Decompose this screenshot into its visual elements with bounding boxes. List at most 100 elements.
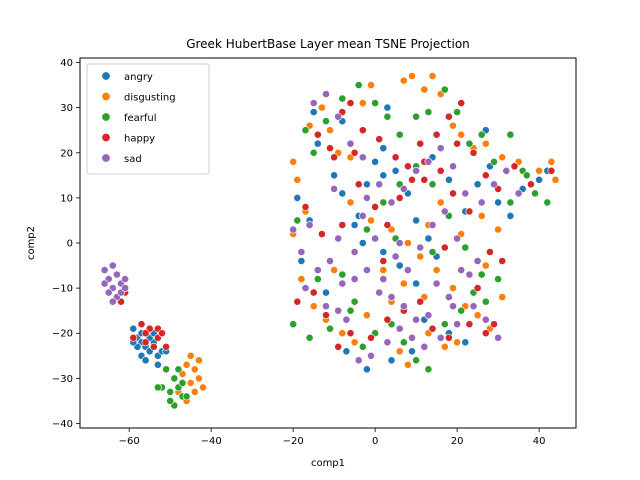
data-point-sad-55	[395, 324, 404, 333]
x-tick-label: −60	[119, 436, 140, 447]
data-point-happy-32	[371, 202, 379, 211]
y-axis-label: comp2	[26, 226, 37, 260]
y-tick-label: 40	[60, 58, 73, 69]
data-point-sad-54	[383, 338, 392, 347]
data-point-fearful-30	[543, 198, 552, 207]
data-point-disgusting-39	[362, 311, 371, 320]
data-point-disgusting-8	[194, 356, 203, 365]
data-point-angry-41	[412, 279, 420, 288]
data-point-angry-32	[473, 180, 482, 189]
data-point-sad-16	[346, 139, 355, 148]
legend-label-angry: angry	[124, 72, 153, 83]
data-point-fearful-18	[383, 112, 392, 121]
data-point-happy-51	[428, 324, 437, 333]
data-point-disgusting-12	[293, 175, 302, 184]
data-point-disgusting-68	[379, 266, 388, 274]
data-point-sad-69	[416, 243, 425, 252]
data-point-happy-17	[375, 135, 384, 144]
data-point-angry-40	[395, 261, 404, 270]
data-point-happy-34	[395, 193, 404, 202]
data-point-happy-43	[309, 288, 318, 297]
data-point-happy-64	[420, 175, 429, 184]
data-point-disgusting-45	[449, 284, 457, 292]
data-point-disgusting-44	[432, 266, 441, 274]
data-point-sad-29	[502, 166, 511, 175]
data-point-sad-51	[342, 315, 351, 324]
data-point-fearful-6	[182, 392, 191, 401]
data-point-disgusting-10	[186, 351, 195, 360]
data-point-fearful-45	[494, 275, 502, 283]
data-point-disgusting-69	[481, 261, 490, 270]
data-point-happy-20	[416, 139, 425, 148]
data-point-disgusting-49	[498, 293, 507, 301]
data-point-happy-18	[391, 153, 400, 162]
data-point-fearful-23	[453, 108, 461, 116]
data-point-angry-38	[358, 239, 367, 247]
data-point-fearful-22	[440, 85, 449, 94]
data-point-fearful-29	[531, 189, 539, 198]
data-point-disgusting-18	[358, 99, 367, 107]
data-point-fearful-59	[313, 275, 322, 283]
data-point-angry-51	[322, 288, 330, 297]
data-point-happy-25	[481, 171, 490, 180]
data-point-happy-21	[432, 130, 441, 139]
data-point-sad-67	[391, 252, 400, 261]
data-point-happy-23	[457, 99, 466, 107]
data-point-disgusting-28	[481, 139, 490, 148]
data-point-happy-62	[350, 148, 359, 157]
data-point-fearful-49	[379, 198, 388, 207]
data-point-sad-13	[309, 99, 318, 107]
data-point-disgusting-25	[449, 121, 457, 130]
x-axis-label: comp1	[311, 458, 345, 469]
data-point-disgusting-33	[551, 175, 560, 184]
data-point-disgusting-62	[436, 198, 445, 207]
data-point-angry-34	[506, 211, 515, 220]
data-point-disgusting-60	[403, 239, 412, 247]
data-point-fearful-54	[461, 243, 470, 252]
data-point-sad-41	[412, 315, 420, 324]
legend-label-happy: happy	[124, 134, 155, 145]
data-point-angry-30	[444, 175, 453, 184]
data-point-fearful-19	[395, 130, 404, 139]
data-point-fearful-32	[305, 333, 314, 342]
data-point-sad-25	[449, 162, 457, 171]
data-point-fearful-48	[362, 225, 371, 234]
data-point-disgusting-29	[498, 153, 507, 162]
data-point-sad-18	[362, 193, 371, 202]
data-point-happy-9	[162, 342, 170, 351]
data-point-sad-8	[108, 261, 117, 270]
y-tick-label: 10	[60, 193, 73, 204]
data-point-happy-24	[469, 148, 478, 157]
data-point-happy-12	[313, 130, 322, 139]
data-point-happy-19	[403, 162, 412, 171]
data-point-sad-63	[334, 234, 343, 243]
data-point-sad-31	[289, 225, 298, 234]
data-point-disgusting-0	[182, 360, 191, 369]
data-point-sad-73	[465, 270, 474, 279]
data-point-sad-50	[334, 306, 343, 315]
data-point-fearful-35	[358, 342, 367, 351]
data-point-disgusting-11	[289, 157, 298, 166]
data-point-sad-43	[436, 333, 445, 342]
data-point-sad-65	[371, 234, 379, 243]
y-tick-label: −20	[52, 329, 73, 340]
legend-entries: angry disgusting fearful happy sad	[101, 71, 176, 165]
data-point-fearful-25	[477, 130, 486, 139]
data-point-disgusting-32	[547, 157, 556, 166]
data-point-fearful-16	[354, 81, 363, 89]
data-point-sad-57	[420, 342, 429, 351]
y-tick-label: −40	[52, 419, 73, 430]
data-point-sad-76	[449, 302, 457, 311]
data-point-fearful-21	[424, 108, 433, 116]
legend-box	[86, 63, 210, 175]
data-point-sad-14	[322, 90, 330, 98]
data-point-sad-20	[387, 198, 396, 207]
data-point-happy-46	[346, 329, 355, 338]
data-point-fearful-26	[490, 157, 498, 166]
data-point-fearful-13	[309, 148, 318, 157]
y-tick-label: 20	[60, 148, 73, 159]
data-point-happy-22	[444, 112, 453, 121]
data-point-sad-5	[104, 288, 113, 297]
data-point-sad-3	[113, 270, 121, 279]
